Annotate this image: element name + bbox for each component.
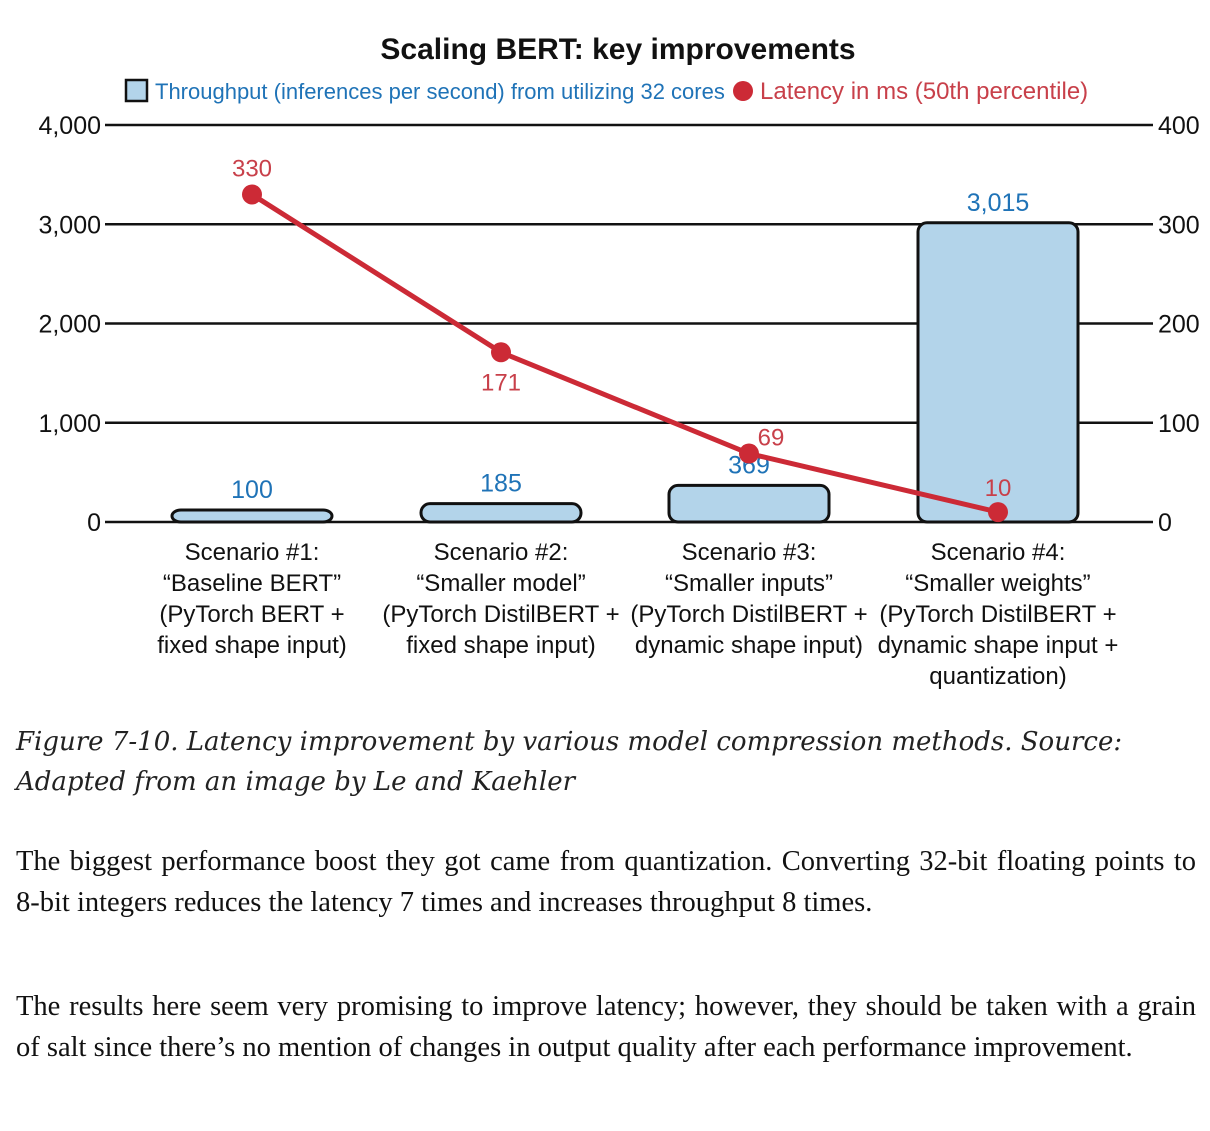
- throughput-value-label: 3,015: [967, 189, 1030, 217]
- throughput-bar: [667, 483, 831, 524]
- legend-line-label: Latency in ms (50th percentile): [760, 78, 1088, 105]
- throughput-bar: [419, 502, 583, 524]
- right-tick-label: 400: [1158, 112, 1200, 140]
- latency-point: [491, 342, 511, 363]
- category-label: Scenario #2: “Smaller model” (PyTorch Dist…: [382, 539, 619, 659]
- latency-value-label: 10: [985, 475, 1012, 502]
- category-label: Scenario #3: “Smaller inputs” (PyTorch Dis…: [630, 539, 867, 659]
- latency-point: [739, 443, 759, 464]
- chart-title: Scaling BERT: key improvements: [380, 33, 855, 66]
- left-tick-label: 3,000: [38, 211, 101, 239]
- legend-line-marker: [733, 81, 753, 101]
- right-tick-label: 200: [1158, 311, 1200, 339]
- latency-series-line: [250, 192, 999, 515]
- latency-point: [242, 184, 262, 205]
- paragraph-1: The biggest performance boost they got c…: [16, 846, 1196, 918]
- throughput-value-label: 100: [231, 476, 273, 504]
- latency-value-label: 330: [232, 155, 272, 182]
- left-tick-label: 2,000: [38, 311, 101, 339]
- left-tick-label: 4,000: [38, 112, 101, 140]
- throughput-bar: [170, 508, 334, 524]
- figure-caption: Figure 7-10. Latency improvement by vari…: [16, 727, 1123, 797]
- chart: Scaling BERT: key improvements Throughpu…: [38, 33, 1200, 690]
- latency-value-label: 69: [758, 425, 785, 452]
- left-tick-label: 0: [87, 509, 101, 537]
- right-tick-label: 0: [1158, 509, 1172, 537]
- legend-bar-label: Throughput (inferences per second) from …: [155, 79, 725, 104]
- latency-point: [988, 502, 1008, 523]
- left-axis: 0 1,000 2,000 3,000 4,000: [38, 112, 101, 537]
- category-label: Scenario #4: “Smaller weights” (PyTorch Di…: [878, 539, 1119, 690]
- legend: Throughput (inferences per second) from …: [124, 78, 1088, 105]
- throughput-value-label: 185: [480, 470, 522, 498]
- right-tick-label: 100: [1158, 410, 1200, 438]
- latency-value-label: 171: [481, 369, 521, 396]
- legend-bar-swatch: [124, 78, 149, 103]
- left-tick-label: 1,000: [38, 410, 101, 438]
- category-labels: Scenario #1: “Baseline BERT” (PyTorch BERT…: [157, 539, 1118, 690]
- right-tick-label: 300: [1158, 211, 1200, 239]
- latency-line: 330 171 69 10: [232, 155, 1012, 523]
- right-axis: 0 100 200 300 400: [1158, 112, 1200, 537]
- paragraph-2: The results here seem very promising to …: [16, 991, 1196, 1063]
- category-label: Scenario #1: “Baseline BERT” (PyTorch BERT…: [157, 539, 346, 659]
